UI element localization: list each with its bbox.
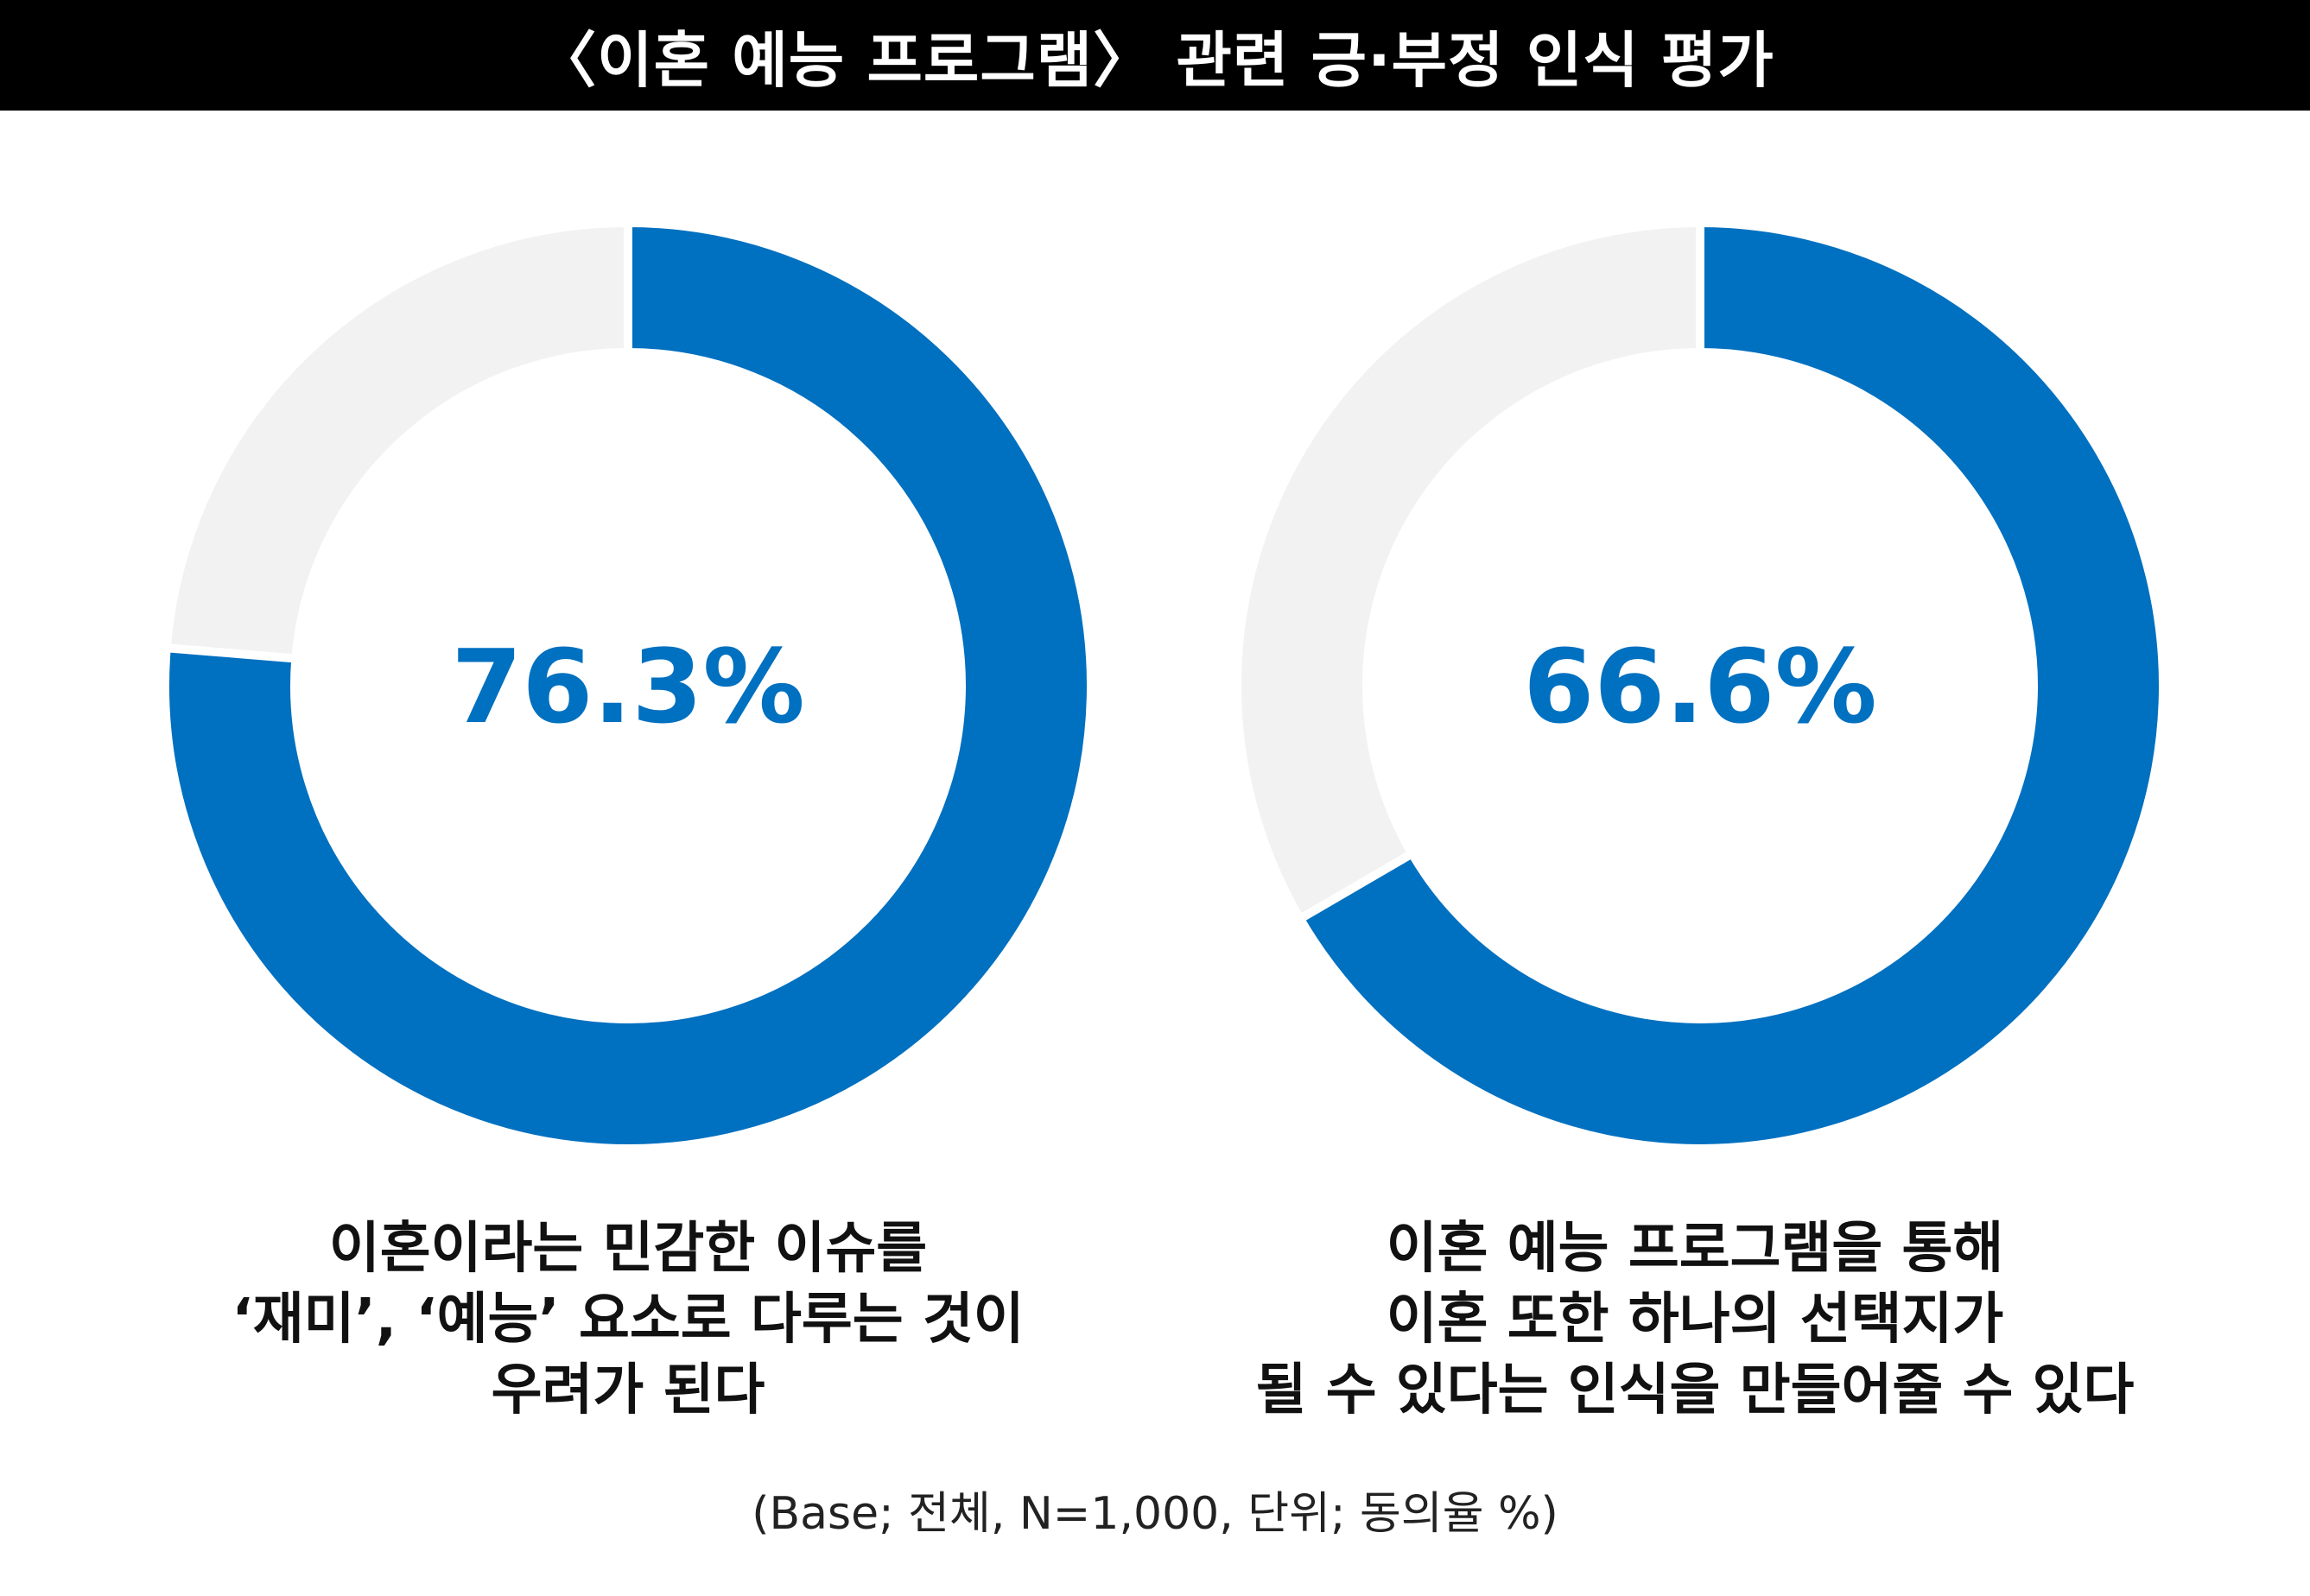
donut-1-center-label: 76.3% [451,627,804,746]
caption-right-line-2: 이혼 또한 하나의 선택지가 [1386,1288,2004,1352]
caption-left: 이혼이라는 민감한 이슈를 ‘재미’, ‘예능’ 요소로 다루는 것이 우려가 … [110,1213,1146,1426]
donut-2-center-label: 66.6% [1523,627,1876,746]
footnote: (Base; 전체, N=1,000, 단위; 동의율 %) [752,1488,1558,1540]
donut-1-remainder-slice [162,218,632,663]
donut-1-value-slice [161,218,1095,1153]
donut-2-remainder-slice [1233,218,1704,925]
caption-right-line-1: 이혼 예능 프로그램을 통해 [1386,1217,2004,1281]
donut-2-value-slice [1294,218,2168,1153]
caption-right-line-3: 될 수 있다는 인식을 만들어줄 수 있다 [1255,1358,2135,1422]
caption-right: 이혼 예능 프로그램을 통해 이혼 또한 하나의 선택지가 될 수 있다는 인식… [1177,1213,2213,1426]
caption-left-line-1: 이혼이라는 민감한 이슈를 [328,1217,928,1281]
caption-left-line-2: ‘재미’, ‘예능’ 요소로 다루는 것이 [232,1288,1025,1352]
caption-left-line-3: 우려가 된다 [491,1358,765,1422]
chart-title: 〈이혼 예능 프로그램〉 관련 긍·부정 인식 평가 [0,0,2310,111]
